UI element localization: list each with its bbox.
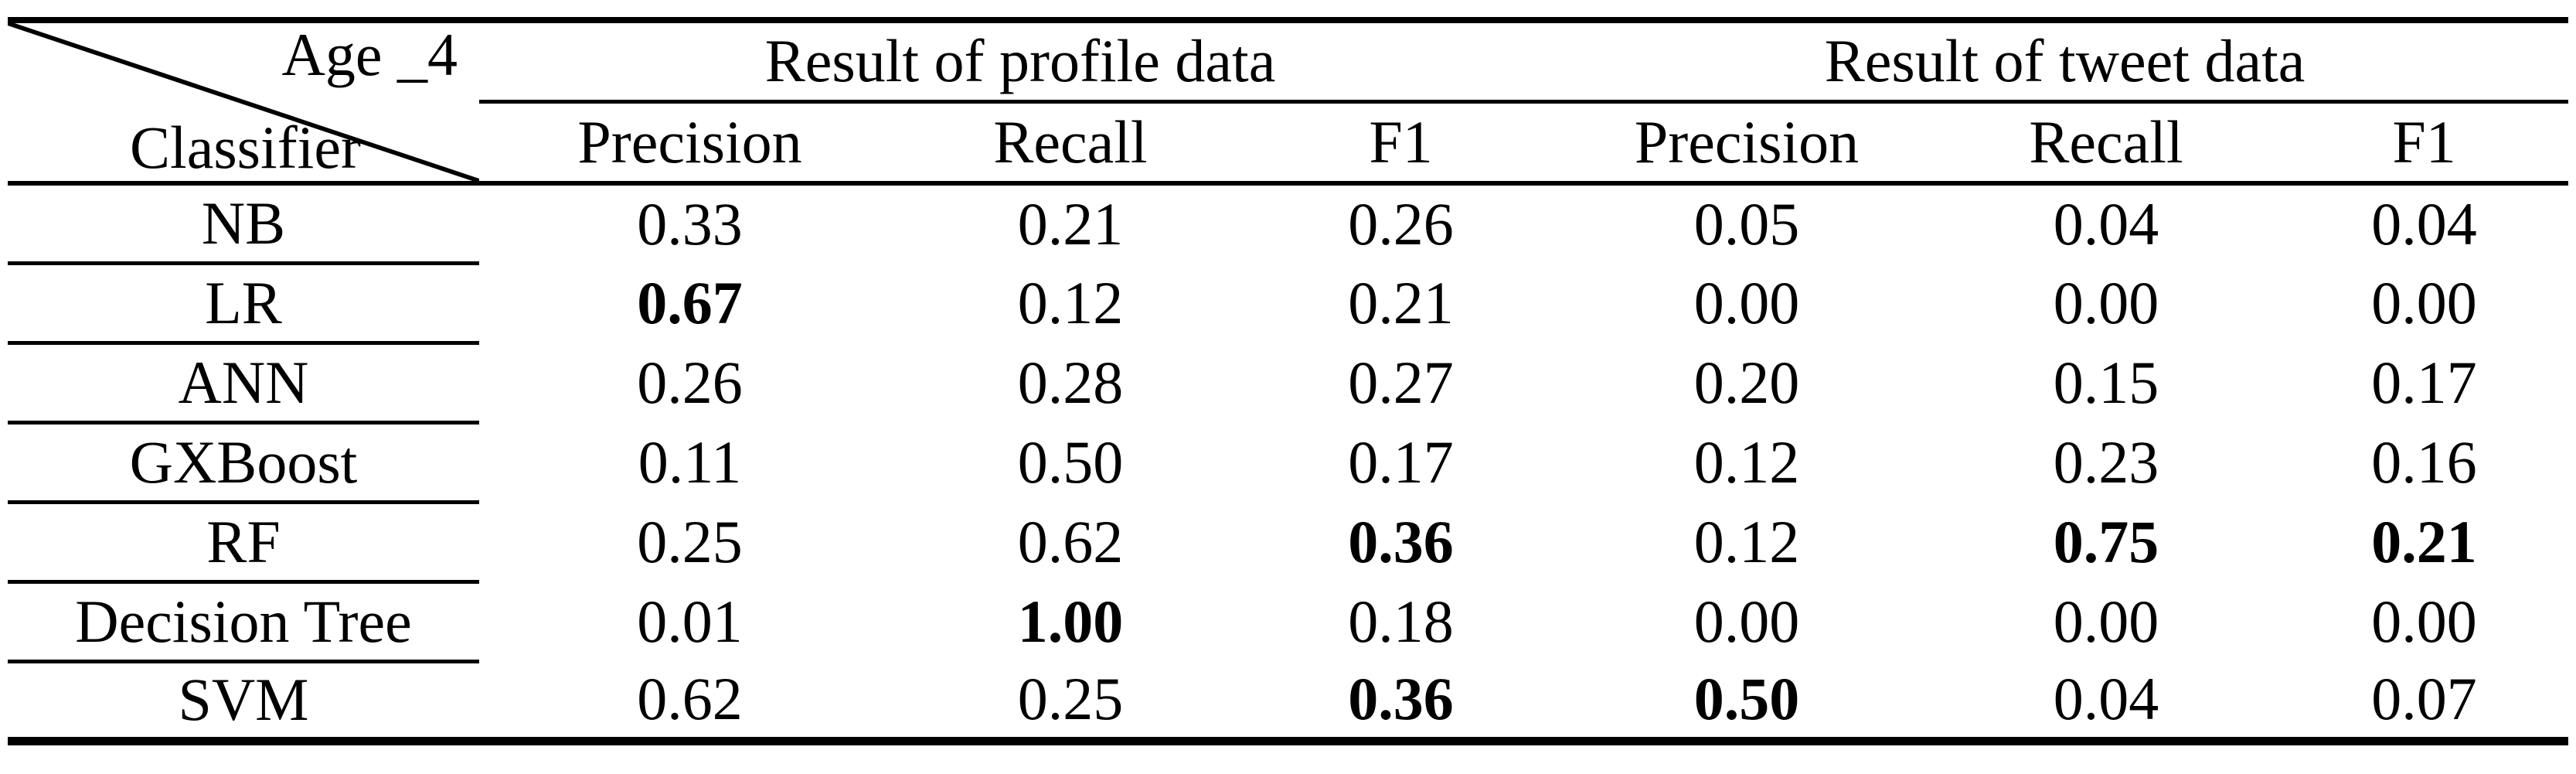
value-cell: 0.50 (1693, 664, 1800, 732)
column-header-profile-precision: Precision (479, 101, 900, 186)
value-cell: 0.00 (1693, 587, 1800, 655)
value-cell: 0.00 (2053, 268, 2159, 336)
table-row-svm: SVM 0.62 0.25 0.36 0.50 0.04 0.07 (8, 661, 2568, 741)
value-cell: 0.75 (2053, 507, 2159, 575)
table-row-ann: ANN 0.26 0.28 0.27 0.20 0.15 0.17 (8, 343, 2568, 425)
table-row-lr: LR 0.67 0.12 0.21 0.00 0.00 0.00 (8, 263, 2568, 345)
value-cell: 0.21 (1348, 268, 1454, 336)
column-header-tweet-recall: Recall (1932, 101, 2281, 186)
value-cell: 0.25 (637, 507, 743, 575)
classifier-label: RF (8, 502, 479, 584)
classifier-label: SVM (178, 666, 309, 733)
value-cell: 0.28 (1017, 348, 1124, 416)
value-cell: 0.21 (1017, 190, 1124, 257)
value-cell: 0.21 (2371, 507, 2477, 575)
value-cell: 0.26 (1348, 190, 1454, 257)
value-cell: 0.16 (2371, 428, 2477, 496)
column-header-row: Precision Recall F1 Precision Recall F1 (8, 101, 2569, 186)
table-row-decision-tree: Decision Tree 0.01 1.00 0.18 0.00 0.00 0… (8, 581, 2568, 663)
value-cell: 0.04 (2053, 190, 2159, 257)
value-cell: 0.17 (2371, 348, 2477, 416)
value-cell: 0.20 (1693, 348, 1800, 416)
table-row-gxboost: GXBoost 0.11 0.50 0.17 0.12 0.23 0.16 (8, 422, 2568, 504)
diagonal-line (8, 23, 479, 181)
value-cell: 0.01 (637, 587, 743, 655)
classifier-label: Decision Tree (8, 581, 479, 663)
value-cell: 0.62 (1017, 507, 1124, 575)
classifier-label: GXBoost (8, 422, 479, 504)
classifier-label: NB (8, 183, 479, 265)
corner-cell: Age _4 Classifier (8, 20, 479, 186)
column-header-tweet-precision: Precision (1561, 101, 1933, 186)
value-cell: 0.05 (1693, 190, 1800, 257)
value-cell: 0.12 (1693, 428, 1800, 496)
table-row-rf: RF 0.25 0.62 0.36 0.12 0.75 0.21 (8, 502, 2568, 584)
value-cell: 0.15 (2053, 348, 2159, 416)
value-cell: 0.07 (2371, 664, 2477, 732)
value-cell: 0.00 (1693, 268, 1800, 336)
value-cell: 0.04 (2053, 664, 2159, 732)
column-header-profile-recall: Recall (900, 101, 1240, 186)
column-header-profile-f1: F1 (1240, 101, 1562, 186)
value-cell: 0.26 (637, 348, 743, 416)
value-cell: 0.12 (1693, 507, 1800, 575)
group-header-row: Age _4 Classifier Result of profile data… (8, 20, 2569, 186)
table-row-nb: NB 0.33 0.21 0.26 0.05 0.04 0.04 (8, 183, 2568, 265)
value-cell: 0.00 (2053, 587, 2159, 655)
value-cell: 0.04 (2371, 190, 2477, 257)
value-cell: 0.36 (1348, 507, 1454, 575)
column-header-tweet-f1: F1 (2280, 101, 2569, 186)
group-header-profile: Result of profile data (479, 20, 1562, 104)
results-table: Age _4 Classifier Result of profile data… (8, 17, 2569, 745)
value-cell: 1.00 (1017, 587, 1124, 655)
value-cell: 0.23 (2053, 428, 2159, 496)
value-cell: 0.67 (637, 268, 743, 336)
group-header-tweet: Result of tweet data (1561, 20, 2569, 104)
value-cell: 0.18 (1348, 587, 1454, 655)
value-cell: 0.62 (637, 664, 743, 732)
value-cell: 0.00 (2371, 268, 2477, 336)
corner-bottom-label: Classifier (130, 114, 361, 181)
corner-top-label: Age _4 (281, 21, 458, 88)
value-cell: 0.25 (1017, 664, 1124, 732)
value-cell: 0.12 (1017, 268, 1124, 336)
value-cell: 0.17 (1348, 428, 1454, 496)
value-cell: 0.36 (1348, 664, 1454, 732)
value-cell: 0.33 (637, 190, 743, 257)
value-cell: 0.11 (638, 428, 742, 496)
value-cell: 0.00 (2371, 587, 2477, 655)
classifier-label: ANN (8, 343, 479, 425)
classifier-label: LR (8, 263, 479, 345)
value-cell: 0.50 (1017, 428, 1124, 496)
value-cell: 0.27 (1348, 348, 1454, 416)
